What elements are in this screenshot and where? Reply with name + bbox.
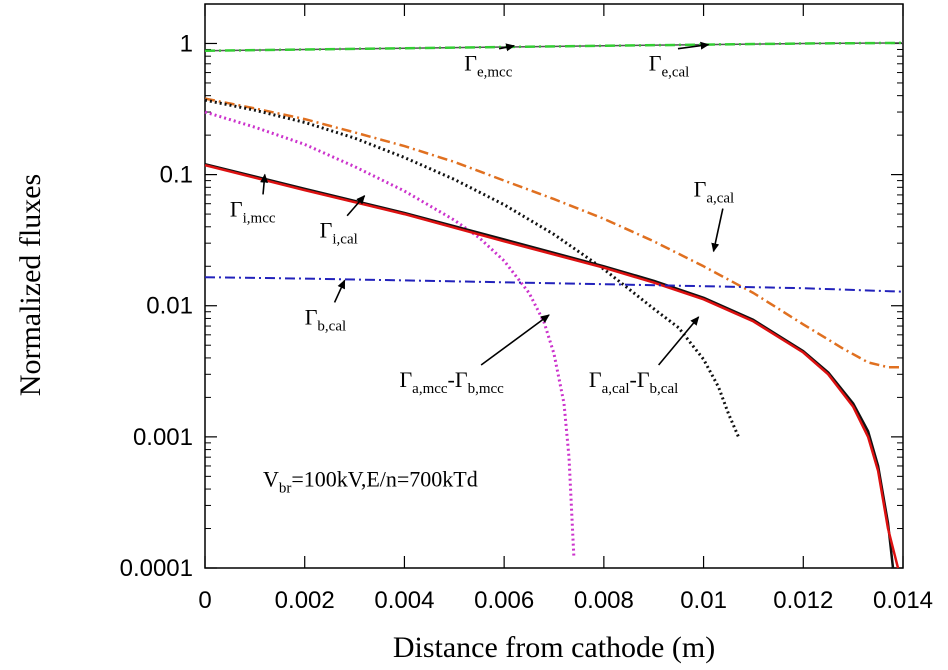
annotation-symbol: Γ — [399, 367, 412, 392]
condition-text: Vbr=100kV,E/n=700kTd — [263, 466, 478, 496]
annotation-arrow-e_mcc — [498, 43, 516, 52]
series-line-a_minus_b_cal — [204, 98, 740, 438]
x-tick-label: 0.002 — [275, 587, 335, 614]
annotation-subscript: i,mcc — [243, 210, 276, 226]
x-axis-label: Distance from cathode (m) — [393, 631, 715, 664]
x-tick-label: 0.006 — [474, 587, 534, 614]
x-tick-label: 0.014 — [873, 587, 933, 614]
x-tick-label: 0.012 — [773, 587, 833, 614]
annotation-symbol: Γ — [320, 218, 333, 243]
y-tick-label: 1 — [180, 30, 193, 57]
annotation-label-b_cal: Γb,cal — [305, 304, 346, 334]
annotation-label-i_mcc: Γi,mcc — [230, 196, 276, 226]
annotation-symbol: Γ — [694, 177, 707, 202]
annotation-symbol: Γ — [589, 367, 602, 392]
annotation-label-i_cal: Γi,cal — [320, 218, 358, 248]
annotation-symbol: -Γ — [448, 367, 468, 392]
y-axis-label: Normalized fluxes — [14, 174, 47, 396]
annotation-arrow-a_cal — [711, 208, 724, 253]
annotation-subscript: a,cal — [706, 191, 734, 207]
annotation-symbol: -Γ — [630, 367, 650, 392]
x-tick-label: 0.008 — [574, 587, 634, 614]
annotation-subscript: a,mcc — [412, 381, 448, 397]
annotation-label-a_minus_b_mcc: Γa,mcc-Γb,mcc — [399, 367, 504, 397]
annotation-subscript: a,cal — [602, 381, 630, 397]
x-tick-label: 0.004 — [374, 587, 434, 614]
annotation-subscript: b,cal — [650, 381, 679, 397]
condition-text-main: V — [263, 466, 279, 491]
annotation-arrow-b_cal — [333, 279, 346, 303]
annotation-subscript: e,cal — [661, 65, 689, 81]
annotation-label-a_cal: Γa,cal — [694, 177, 735, 207]
plot-frame — [204, 3, 904, 569]
annotation-label-a_minus_b_cal: Γa,cal-Γb,cal — [589, 367, 678, 397]
annotation-arrow-i_cal — [346, 194, 366, 217]
series-line-i_cal — [204, 163, 900, 569]
annotation-symbol: Γ — [305, 304, 318, 329]
annotation-symbol: Γ — [230, 196, 243, 221]
annotation-subscript: e,mcc — [477, 65, 513, 81]
annotation-arrow-i_mcc — [260, 173, 269, 195]
series-line-a_minus_b_mcc — [204, 110, 576, 558]
annotation-subscript: b,cal — [317, 318, 346, 334]
annotation-arrow-a_minus_b_mcc — [480, 314, 550, 366]
annotation-symbol: Γ — [649, 51, 662, 76]
annotation-arrow-e_cal — [677, 41, 710, 50]
annotation-label-e_cal: Γe,cal — [649, 51, 690, 81]
x-tick-label: 0 — [198, 587, 211, 614]
annotation-arrow-a_minus_b_cal — [658, 316, 700, 366]
y-tick-label: 0.001 — [133, 424, 193, 451]
y-tick-label: 0.1 — [160, 162, 193, 189]
annotation-subscript: b,mcc — [468, 381, 505, 397]
condition-text-rest: =100kV,E/n=700kTd — [291, 466, 477, 491]
series-line-b_cal — [204, 276, 904, 293]
annotation-symbol: Γ — [464, 51, 477, 76]
condition-text-sub: br — [279, 480, 292, 496]
series-line-e_cal — [204, 41, 904, 53]
series-line-i_mcc — [204, 162, 895, 569]
y-tick-label: 0.0001 — [120, 555, 193, 582]
annotation-subscript: i,cal — [332, 232, 357, 248]
x-tick-label: 0.01 — [680, 587, 727, 614]
y-tick-label: 0.01 — [146, 293, 193, 320]
annotation-label-e_mcc: Γe,mcc — [464, 51, 512, 81]
